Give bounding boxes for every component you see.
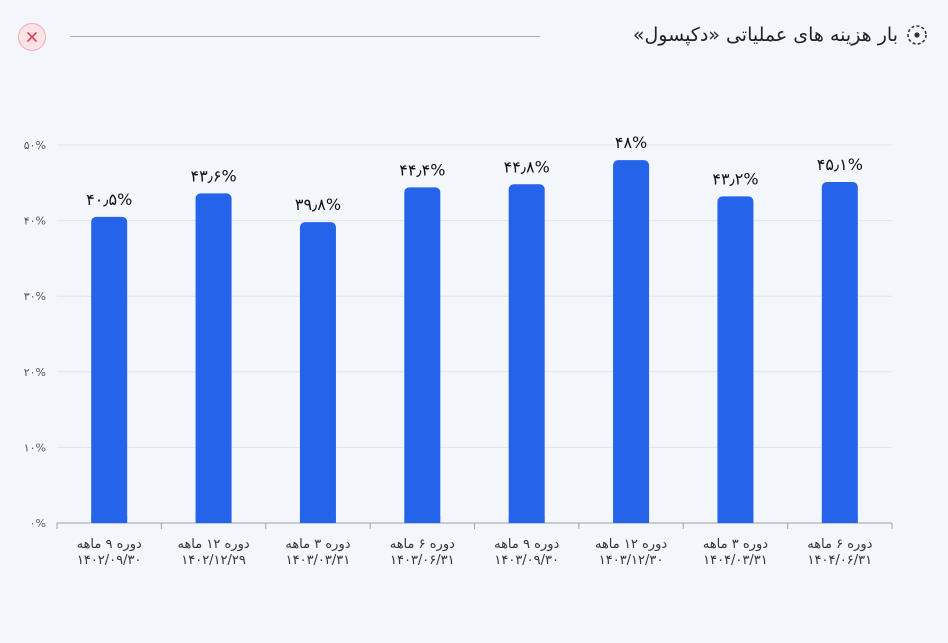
bar — [821, 182, 858, 523]
bar-base — [404, 517, 441, 523]
x-tick-label: ۱۴۰۴/۰۶/۳۱ — [808, 553, 873, 568]
data-label: ۴۸% — [615, 133, 647, 152]
x-tick-label: ۱۴۰۳/۰۹/۳۰ — [494, 553, 559, 568]
x-tick-label: دوره ۹ ماهه — [77, 537, 142, 552]
chart-title: بار هزینه های عملیاتی «دکپسول» — [632, 24, 898, 46]
data-label: ۴۳٫۶% — [190, 166, 236, 185]
data-label: ۴۴٫۸% — [504, 157, 550, 176]
x-tick-label: ۱۴۰۲/۰۹/۳۰ — [77, 553, 142, 568]
bar — [508, 184, 545, 523]
y-tick-label: ۳۰% — [24, 290, 46, 303]
data-label: ۴۴٫۴% — [399, 160, 445, 179]
close-icon — [27, 32, 37, 42]
data-label: ۳۹٫۸% — [295, 195, 341, 214]
x-tick-label: دوره ۱۲ ماهه — [595, 537, 667, 552]
bar-base — [508, 517, 545, 523]
data-label: ۴۰٫۵% — [86, 190, 132, 209]
close-button[interactable] — [18, 23, 46, 51]
bar — [91, 216, 128, 523]
bar-base — [717, 517, 754, 523]
title-group: بار هزینه های عملیاتی «دکپسول» — [633, 24, 928, 46]
y-tick-label: ۱۰% — [24, 441, 46, 454]
x-tick-label: دوره ۳ ماهه — [285, 537, 350, 552]
y-tick-label: ۵۰% — [24, 139, 46, 152]
bar-base — [613, 517, 650, 523]
bar — [613, 160, 650, 523]
y-tick-label: ۲۰% — [24, 366, 46, 379]
y-tick-label: ۴۰% — [24, 215, 46, 228]
bar — [299, 222, 336, 523]
bar — [404, 187, 441, 523]
bar-base — [299, 517, 336, 523]
x-tick-label: دوره ۹ ماهه — [494, 537, 559, 552]
x-tick-label: دوره ۱۲ ماهه — [177, 537, 249, 552]
y-tick-label: ۰% — [30, 517, 46, 530]
x-tick-label: ۱۴۰۳/۰۳/۳۱ — [286, 553, 351, 568]
x-tick-label: دوره ۶ ماهه — [390, 537, 455, 552]
x-tick-label: ۱۴۰۳/۰۶/۳۱ — [390, 553, 455, 568]
x-tick-label: دوره ۳ ماهه — [703, 537, 768, 552]
chart-header: بار هزینه های عملیاتی «دکپسول» — [0, 18, 948, 58]
data-label: ۴۵٫۱% — [817, 155, 863, 174]
x-tick-label: ۱۴۰۳/۱۲/۳۰ — [599, 553, 664, 568]
radio-dot-icon — [906, 24, 928, 46]
bar-base — [195, 517, 232, 523]
x-tick-label: ۱۴۰۲/۱۲/۲۹ — [181, 553, 246, 568]
bar-base — [821, 517, 858, 523]
bar — [195, 193, 232, 523]
x-tick-label: دوره ۶ ماهه — [807, 537, 872, 552]
bar-base — [91, 517, 128, 523]
data-label: ۴۳٫۲% — [712, 169, 758, 188]
x-tick-label: ۱۴۰۴/۰۳/۳۱ — [703, 553, 768, 568]
bar — [717, 196, 754, 523]
header-divider — [70, 36, 540, 37]
